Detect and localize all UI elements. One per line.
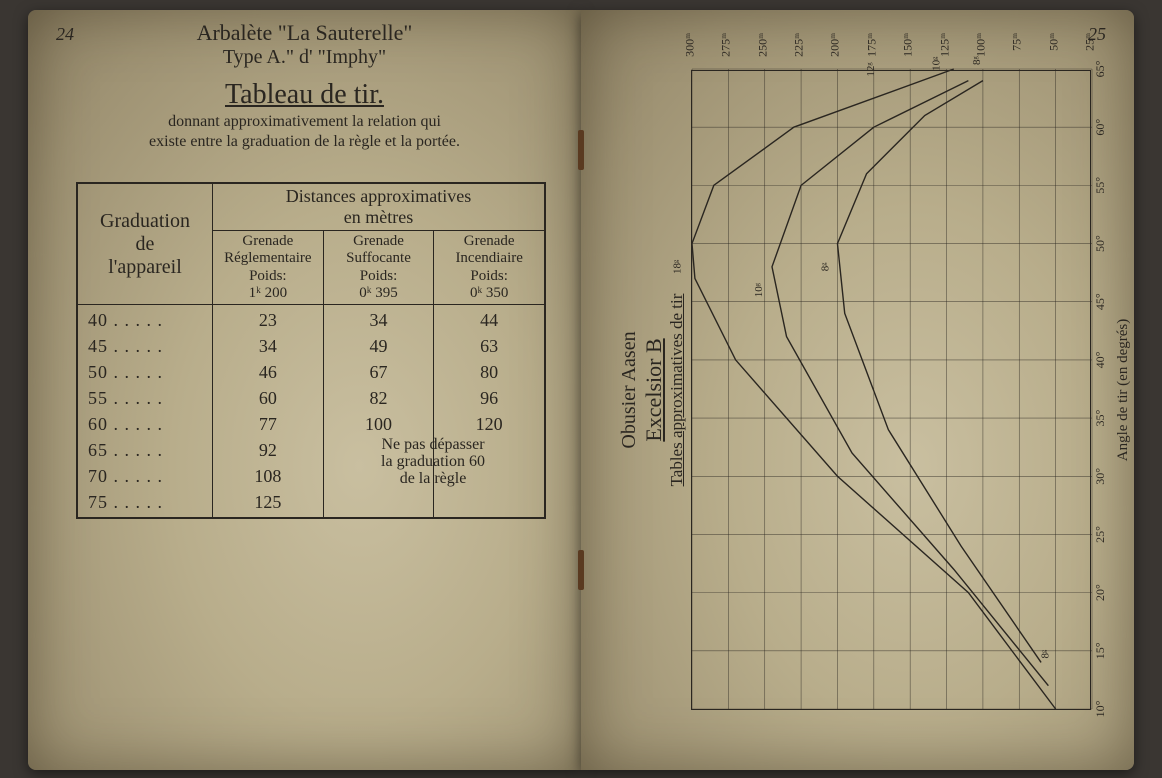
table-cell: 60 . . . . . (78, 411, 212, 437)
curve-end-label: 8ᵍ (1039, 649, 1051, 659)
page-left: 24 Arbalète "La Sauterelle" Type A." d' … (28, 10, 581, 770)
x-tick: 40° (1093, 352, 1108, 369)
x-tick: 50° (1093, 235, 1108, 252)
table-cell: 92 (213, 437, 323, 463)
x-tick: 45° (1093, 293, 1108, 310)
page-number-left: 24 (56, 24, 74, 45)
x-tick: 60° (1093, 119, 1108, 136)
y-tick: 250ᵐ (755, 33, 770, 57)
x-tick: 25° (1093, 526, 1108, 543)
table-cell: 34 (324, 307, 434, 333)
col-header-grenade-0: GrenadeRéglementairePoids:1ᵏ 200 (213, 231, 324, 304)
curve-end-label: 12ᵍ (864, 62, 876, 77)
y-tick: 75ᵐ (1009, 33, 1024, 51)
table-col-v1: 233446607792108125 (213, 305, 324, 517)
binding-stitch (578, 130, 584, 170)
curve-1 (772, 81, 1048, 686)
table-cell: 70 . . . . . (78, 463, 212, 489)
chart-rotated: Obusier Aasen Excelsior B Tables approxi… (618, 40, 1098, 740)
chart-title-l2: Excelsior B (641, 338, 666, 441)
chart-title-l1: Obusier Aasen (618, 331, 640, 448)
x-tick: 10° (1093, 701, 1108, 718)
table-cell: 108 (213, 463, 323, 489)
table-col-grad: 40 . . . . .45 . . . . .50 . . . . .55 .… (78, 305, 213, 517)
x-tick: 65° (1093, 61, 1108, 78)
open-book: 24 Arbalète "La Sauterelle" Type A." d' … (28, 10, 1134, 770)
table-cell: 75 . . . . . (78, 489, 212, 515)
table-cell: 40 . . . . . (78, 307, 212, 333)
table-note: Ne pas dépasserla graduation 60de la règ… (328, 437, 538, 487)
header-title: Tableau de tir. (28, 79, 581, 111)
table-cell: 125 (213, 489, 323, 515)
table-cell: 67 (324, 359, 434, 385)
x-tick: 15° (1093, 642, 1108, 659)
title-block: Arbalète "La Sauterelle" Type A." d' "Im… (28, 20, 581, 152)
table-cell: 45 . . . . . (78, 333, 212, 359)
y-tick: 50ᵐ (1046, 33, 1061, 51)
table-cell: 50 . . . . . (78, 359, 212, 385)
table-cell: 77 (213, 411, 323, 437)
y-tick: 175ᵐ (864, 33, 879, 57)
table-cell (434, 489, 544, 515)
col-header-distances: Distances approximativesen mètres (213, 184, 544, 231)
chart-subtitle: Tables approximatives de tir (667, 40, 687, 740)
col-header-graduation: Graduationdel'appareil (78, 184, 213, 304)
col-header-grenade-1: GrenadeSuffocantePoids:0ᵏ 395 (324, 231, 435, 304)
table-cell: 46 (213, 359, 323, 385)
chart-title: Obusier Aasen Excelsior B (618, 40, 667, 740)
chart-xlabel: Angle de tir (en degrés) (1115, 40, 1132, 740)
firing-table: Graduationdel'appareil Distances approxi… (76, 182, 546, 519)
curve-peak-label: 10ᵍ (752, 282, 764, 297)
x-tick: 20° (1093, 584, 1108, 601)
table-cell: 82 (324, 385, 434, 411)
x-tick: 35° (1093, 410, 1108, 427)
table-cell: 120 (434, 411, 544, 437)
header-line2: Type A." d' "Imphy" (28, 46, 581, 69)
table-cell: 96 (434, 385, 544, 411)
curve-2 (837, 81, 1041, 663)
table-cell: 44 (434, 307, 544, 333)
table-cell: 100 (324, 411, 434, 437)
curve-peak-label: 18ᵍ (671, 259, 683, 274)
y-tick: 200ᵐ (827, 33, 842, 57)
curve-end-label: 8ᵍ (971, 56, 983, 66)
table-cell: 55 . . . . . (78, 385, 212, 411)
y-tick: 225ᵐ (791, 33, 806, 57)
y-tick: 25ᵐ (1082, 33, 1097, 51)
x-tick: 30° (1093, 468, 1108, 485)
curve-end-label: 10ᵍ (930, 56, 942, 71)
table-cell: 65 . . . . . (78, 437, 212, 463)
chart-plot: 18ᵍ10ᵍ8ᵍ12ᵍ10ᵍ8ᵍ8ᵍ 10°15°20°25°30°35°40°… (691, 70, 1091, 710)
y-tick: 150ᵐ (900, 33, 915, 57)
table-cell: 34 (213, 333, 323, 359)
header-sub2: existe entre la graduation de la règle e… (68, 133, 541, 151)
y-tick: 100ᵐ (973, 33, 988, 57)
table-cell: 80 (434, 359, 544, 385)
header-line1: Arbalète "La Sauterelle" (28, 20, 581, 46)
table-cell: 49 (324, 333, 434, 359)
table-cell: 23 (213, 307, 323, 333)
table-cell: 63 (434, 333, 544, 359)
binding-stitch (578, 550, 584, 590)
header-sub1: donnant approximativement la relation qu… (68, 113, 541, 131)
col-header-grenade-2: GrenadeIncendiairePoids:0ᵏ 350 (434, 231, 544, 304)
curve-peak-label: 8ᵍ (819, 262, 831, 272)
page-right: 25 Obusier Aasen Excelsior B Tables appr… (581, 10, 1134, 770)
y-tick: 300ᵐ (682, 33, 697, 57)
x-tick: 55° (1093, 177, 1108, 194)
y-tick: 125ᵐ (937, 33, 952, 57)
table-cell (324, 489, 434, 515)
y-tick: 275ᵐ (718, 33, 733, 57)
table-cell: 60 (213, 385, 323, 411)
